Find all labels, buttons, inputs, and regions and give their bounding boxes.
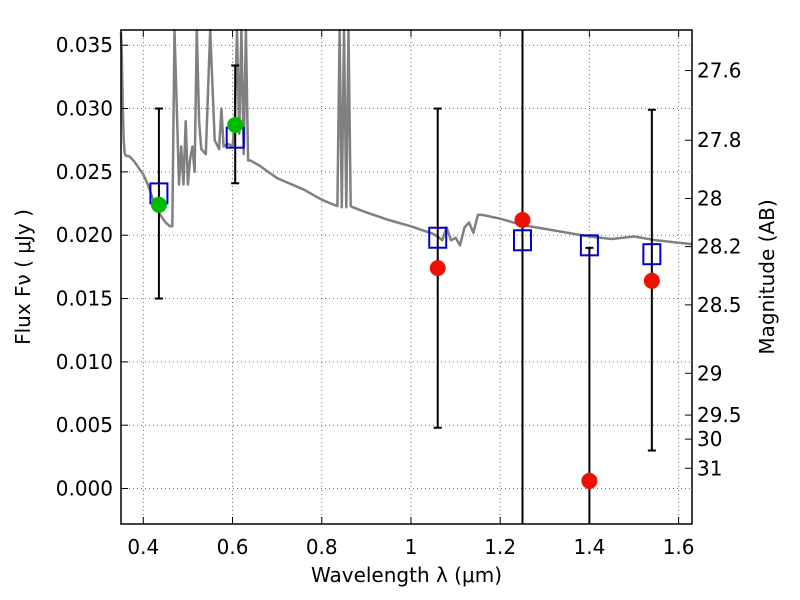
y-tick-label: 0.010 — [56, 350, 113, 374]
circle-marker — [581, 472, 598, 489]
magnitude-tick-label: 29.5 — [697, 403, 742, 427]
data-markers — [149, 117, 662, 489]
x-tick-label: 1.2 — [484, 535, 516, 559]
plot-frame — [120, 29, 693, 525]
model-spectrum-line — [119, 28, 693, 247]
x-tick-label: 1.6 — [663, 535, 695, 559]
x-axis-label: Wavelength λ (μm) — [311, 563, 502, 587]
magnitude-tick-label: 27.8 — [697, 128, 742, 152]
y-axis-label: Flux Fν ( μJy ) — [11, 209, 35, 345]
y-tick-label: 0.015 — [56, 287, 113, 311]
magnitude-tick-label: 27.6 — [697, 59, 742, 83]
x-tick-label: 0.4 — [127, 535, 159, 559]
x-ticks: 0.4 0.6 0.8 1 1.2 1.4 1.6 — [127, 30, 695, 559]
magnitude-tick-label: 28.5 — [697, 293, 742, 317]
y-tick-label: 0.005 — [56, 413, 113, 437]
x-tick-label: 0.8 — [306, 535, 338, 559]
square-marker — [428, 226, 448, 249]
magnitude-ticks: 27.6 27.8 28 28.2 28.5 29 29.530 31 — [685, 59, 742, 480]
magnitude-axis-label: Magnitude (AB) — [755, 199, 779, 354]
error-bars — [154, 30, 656, 524]
x-tick-label: 1.4 — [573, 535, 605, 559]
x-tick-label: 1 — [405, 535, 418, 559]
magnitude-tick-label: 28.2 — [697, 235, 742, 259]
magnitude-tick-label: 31 — [697, 456, 722, 480]
y-tick-label: 0.035 — [56, 33, 113, 57]
circle-marker — [429, 260, 446, 277]
y-ticks: 0.000 0.005 0.010 0.015 0.020 0.025 0.030 0.035 — [56, 33, 128, 501]
y-tick-label: 0.030 — [56, 97, 113, 121]
circle-marker — [227, 117, 244, 133]
square-marker — [642, 243, 662, 266]
square-marker — [512, 229, 532, 252]
circle-marker — [150, 196, 167, 213]
magnitude-tick-label: 29 — [697, 361, 722, 385]
x-tick-label: 0.6 — [217, 535, 249, 559]
y-tick-label: 0.000 — [56, 477, 113, 501]
y-tick-label: 0.025 — [56, 160, 113, 184]
square-marker — [579, 234, 599, 257]
magnitude-tick-label: 30 — [697, 427, 722, 451]
circle-marker — [643, 272, 660, 289]
model-spectrum — [119, 28, 693, 247]
magnitude-tick-label: 28 — [697, 186, 722, 210]
circle-marker — [514, 212, 531, 228]
y-tick-label: 0.020 — [56, 223, 113, 247]
